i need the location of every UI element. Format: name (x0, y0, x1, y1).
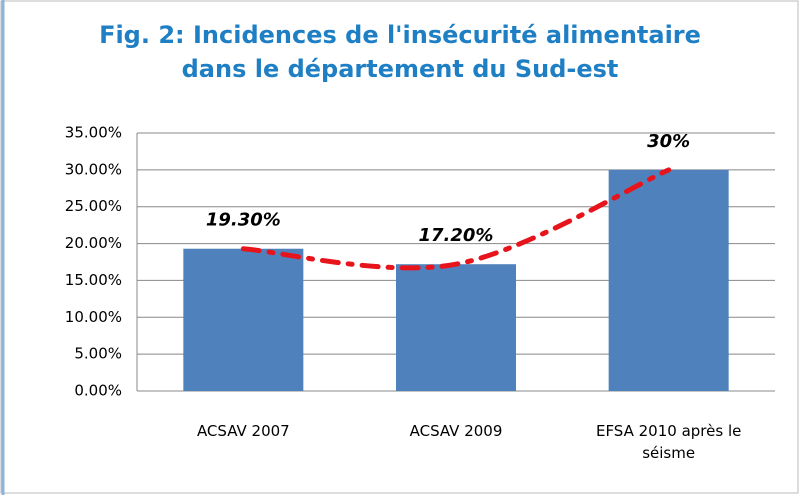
y-tick-label: 0.00% (74, 382, 122, 400)
y-tick-label: 15.00% (65, 271, 122, 289)
bar (396, 264, 516, 391)
y-tick-label: 30.00% (65, 160, 122, 178)
chart-title: Fig. 2: Incidences de l'insécurité alime… (99, 21, 701, 83)
value-label: 19.30% (206, 210, 281, 231)
y-tick-label: 10.00% (65, 308, 122, 326)
bar (608, 169, 729, 391)
y-tick-label: 35.00% (65, 124, 122, 142)
y-tick-label: 5.00% (74, 345, 122, 363)
value-label: 30% (647, 131, 690, 152)
x-tick-label: EFSA 2010 après le séisme (595, 422, 742, 462)
x-tick-label: ACSAV 2007 (196, 422, 290, 440)
x-tick-label: ACSAV 2009 (409, 422, 503, 440)
y-tick-label: 25.00% (65, 197, 122, 215)
value-label: 17.20% (419, 225, 494, 246)
y-tick-label: 20.00% (65, 234, 122, 252)
bar (183, 248, 304, 391)
trend-line (240, 167, 672, 271)
